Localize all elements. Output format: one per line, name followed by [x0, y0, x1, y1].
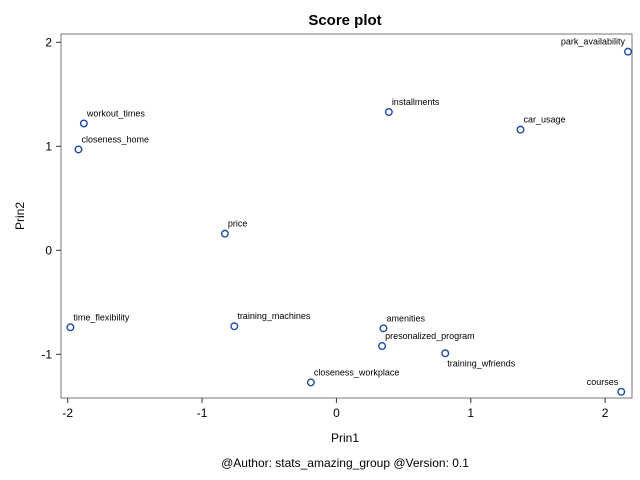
point-label: training_machines	[237, 311, 311, 321]
point-label: presonalized_program	[385, 331, 475, 341]
point-marker	[66, 323, 75, 332]
y-tick-label: 1	[45, 139, 52, 153]
y-axis-label: Prin2	[13, 202, 27, 230]
point-label: amenities	[386, 313, 425, 323]
data-points: park_availability installments car_usage wo…	[66, 37, 632, 396]
point-label: closeness_workplace	[314, 367, 400, 377]
data-point: closeness_home	[74, 134, 149, 154]
data-point: closeness_workplace	[306, 367, 400, 387]
chart-title: Score plot	[308, 12, 381, 29]
point-marker	[516, 125, 525, 134]
data-point: amenities	[379, 313, 425, 333]
point-label: closeness_home	[81, 134, 149, 144]
x-axis-label: Prin1	[331, 431, 359, 445]
point-label: park_availability	[561, 37, 626, 47]
point-marker	[441, 349, 450, 358]
footnote: @Author: stats_amazing_group @Version: 0…	[221, 456, 469, 470]
x-tick-label: -2	[62, 406, 73, 420]
point-label: car_usage	[523, 115, 565, 125]
data-point: installments	[384, 97, 440, 116]
point-marker	[230, 322, 239, 331]
data-point: workout_times	[79, 108, 146, 128]
x-tick-label: 0	[333, 406, 340, 420]
y-tick-label: -1	[41, 347, 52, 361]
x-axis: -2 -1 0 1 2	[62, 398, 609, 420]
point-marker	[379, 324, 388, 333]
x-tick-label: -1	[197, 406, 208, 420]
data-point: park_availability	[561, 37, 632, 56]
point-marker	[378, 342, 387, 351]
x-tick-label: 1	[467, 406, 474, 420]
data-point: training_machines	[230, 311, 311, 331]
point-label: training_wfriends	[447, 358, 516, 368]
point-label: installments	[392, 97, 440, 107]
data-point: car_usage	[516, 115, 566, 134]
point-marker	[306, 378, 315, 387]
y-tick-label: 0	[45, 243, 52, 257]
data-point: courses	[587, 377, 626, 396]
point-marker	[384, 107, 393, 116]
point-label: courses	[587, 377, 619, 387]
point-marker	[220, 229, 229, 238]
data-point: time_flexibility	[66, 312, 130, 332]
point-marker	[74, 145, 83, 154]
point-label: workout_times	[86, 108, 146, 118]
point-marker	[623, 47, 632, 56]
point-label: price	[228, 219, 248, 229]
y-axis: -1 0 1 2	[41, 35, 61, 361]
x-tick-label: 2	[602, 406, 609, 420]
point-marker	[79, 119, 88, 128]
point-marker	[617, 387, 626, 396]
plot-frame	[60, 33, 633, 399]
data-point: presonalized_program	[378, 331, 475, 351]
point-label: time_flexibility	[73, 312, 130, 322]
data-point: price	[220, 219, 248, 238]
y-tick-label: 2	[45, 35, 52, 49]
data-point: training_wfriends	[441, 349, 516, 368]
